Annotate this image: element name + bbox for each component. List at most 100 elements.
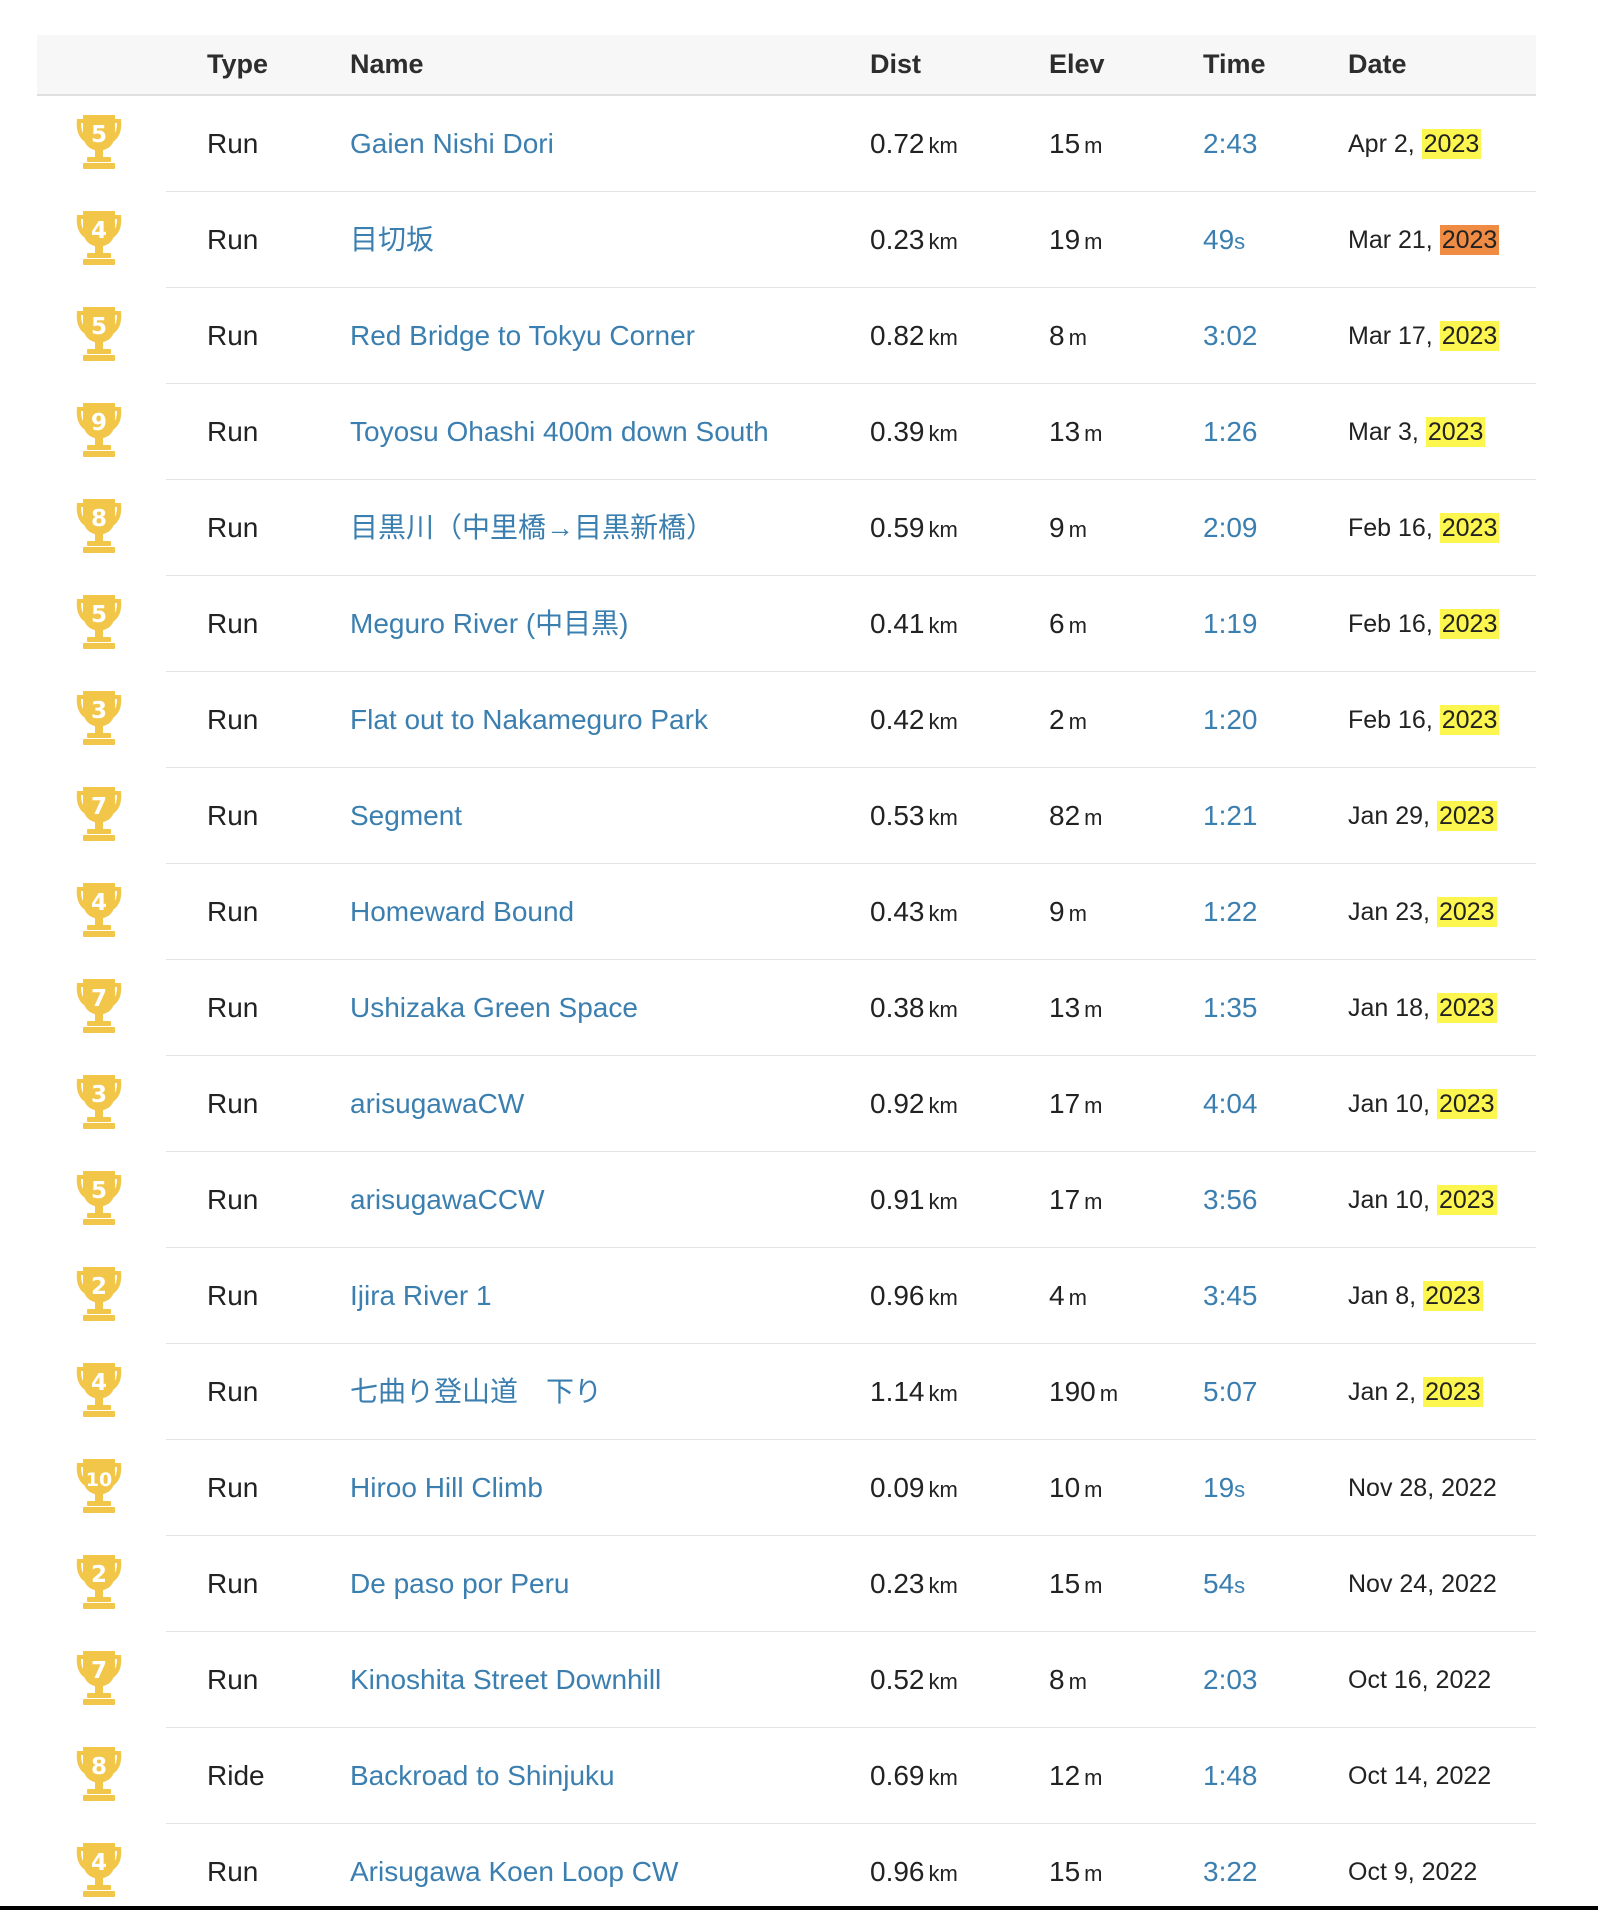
segment-name-link[interactable]: Homeward Bound	[350, 896, 575, 927]
time-link[interactable]: 3:22	[1203, 1824, 1258, 1910]
segments-table: Type Name Dist Elev Time Date 5 Run Gaien …	[37, 35, 1536, 1910]
distance-value: 0.69	[870, 1760, 925, 1791]
distance-unit: km	[928, 901, 958, 926]
elevation-value: 17	[1049, 1088, 1081, 1119]
cell-type: Run	[207, 608, 259, 639]
segment-name-link[interactable]: 目切坂	[350, 224, 435, 255]
cell-type: Run	[207, 1088, 259, 1119]
segment-name-link[interactable]: Arisugawa Koen Loop CW	[350, 1856, 679, 1887]
header-name[interactable]: Name	[350, 49, 424, 79]
segment-name-link[interactable]: 目黒川（中里橋→目黒新橋）	[350, 512, 715, 543]
trophy-icon: 5	[71, 305, 127, 363]
cell-distance: 1.14 km	[870, 1344, 958, 1440]
table-row: 5 Run Gaien Nishi Dori 0.72 km 15 m 2:43 Apr 2, …	[37, 96, 1536, 192]
elevation-unit: m	[1084, 1573, 1103, 1598]
segment-name-link[interactable]: Backroad to Shinjuku	[350, 1760, 615, 1791]
time-link[interactable]: 5:07	[1203, 1344, 1258, 1440]
cell-elevation: 15 m	[1049, 1824, 1102, 1910]
segment-name-link[interactable]: arisugawaCCW	[350, 1184, 545, 1215]
time-link[interactable]: 1:20	[1203, 672, 1258, 768]
header-time[interactable]: Time	[1203, 49, 1266, 79]
cell-date: Oct 14, 2022	[1348, 1728, 1491, 1824]
header-date[interactable]: Date	[1348, 49, 1407, 79]
trophy-icon: 5	[71, 113, 127, 171]
segment-name-link[interactable]: Ushizaka Green Space	[350, 992, 638, 1023]
time-link[interactable]: 1:19	[1203, 576, 1258, 672]
cell-elevation: 17 m	[1049, 1152, 1102, 1248]
segment-name-link[interactable]: 七曲り登山道 下り	[350, 1376, 603, 1407]
table-row: 9 Run Toyosu Ohashi 400m down South 0.39 km 1…	[37, 384, 1536, 480]
segment-name-link[interactable]: Red Bridge to Tokyu Corner	[350, 320, 695, 351]
time-link[interactable]: 54s	[1203, 1536, 1245, 1632]
header-type[interactable]: Type	[207, 49, 269, 79]
time-link[interactable]: 1:48	[1203, 1728, 1258, 1824]
time-link[interactable]: 3:02	[1203, 288, 1258, 384]
segment-name-link[interactable]: arisugawaCW	[350, 1088, 525, 1119]
segment-name-link[interactable]: Toyosu Ohashi 400m down South	[350, 416, 769, 447]
trophy-rank: 8	[91, 1754, 107, 1780]
time-link[interactable]: 1:21	[1203, 768, 1258, 864]
distance-unit: km	[928, 133, 958, 158]
cell-type: Ride	[207, 1760, 265, 1791]
cell-distance: 0.43 km	[870, 864, 958, 960]
time-link[interactable]: 2:43	[1203, 96, 1258, 192]
trophy-icon: 3	[71, 689, 127, 747]
header-dist[interactable]: Dist	[870, 49, 922, 79]
trophy-rank: 10	[86, 1469, 112, 1491]
distance-value: 0.72	[870, 128, 925, 159]
time-value: 3:45	[1203, 1280, 1258, 1311]
date-month-day: Feb 16,	[1348, 610, 1433, 638]
cell-date: Jan 23, 2023	[1348, 864, 1497, 960]
time-link[interactable]: 2:09	[1203, 480, 1258, 576]
date-year: 2023	[1436, 897, 1497, 927]
time-value: 1:19	[1203, 608, 1258, 639]
time-link[interactable]: 19s	[1203, 1440, 1245, 1536]
table-row: 2 Run Ijira River 1 0.96 km 4 m 3:45 Jan 8, 2023	[37, 1248, 1536, 1344]
distance-unit: km	[928, 229, 958, 254]
segment-name-link[interactable]: De paso por Peru	[350, 1568, 570, 1599]
trophy-icon: 3	[71, 1073, 127, 1131]
time-link[interactable]: 3:56	[1203, 1152, 1258, 1248]
segment-name-link[interactable]: Ijira River 1	[350, 1280, 492, 1311]
trophy-icon: 2	[71, 1265, 127, 1323]
time-value: 2:03	[1203, 1664, 1258, 1695]
time-link[interactable]: 1:26	[1203, 384, 1258, 480]
date-year: 2023	[1439, 225, 1500, 255]
segment-name-link[interactable]: Kinoshita Street Downhill	[350, 1664, 662, 1695]
time-link[interactable]: 2:03	[1203, 1632, 1258, 1728]
trophy-icon: 8	[71, 497, 127, 555]
header-elev[interactable]: Elev	[1049, 49, 1105, 79]
date-month-day: Nov 24,	[1348, 1570, 1435, 1598]
cell-date: Oct 16, 2022	[1348, 1632, 1491, 1728]
distance-value: 0.53	[870, 800, 925, 831]
segment-name-link[interactable]: Gaien Nishi Dori	[350, 128, 554, 159]
trophy-rank: 5	[91, 314, 107, 340]
time-link[interactable]: 4:04	[1203, 1056, 1258, 1152]
segment-name-link[interactable]: Segment	[350, 800, 463, 831]
table-row: 10 Run Hiroo Hill Climb 0.09 km 10 m 19s Nov 28,…	[37, 1440, 1536, 1536]
date-year: 2022	[1435, 1762, 1492, 1790]
table-row: 2 Run De paso por Peru 0.23 km 15 m 54s Nov 24, …	[37, 1536, 1536, 1632]
time-link[interactable]: 49s	[1203, 192, 1245, 288]
cell-distance: 0.52 km	[870, 1632, 958, 1728]
cell-date: Mar 21, 2023	[1348, 192, 1500, 288]
date-month-day: Oct 9,	[1348, 1858, 1415, 1886]
segment-name-link[interactable]: Meguro River (中目黒)	[350, 608, 629, 639]
date-year: 2023	[1425, 417, 1486, 447]
distance-unit: km	[928, 517, 958, 542]
time-link[interactable]: 3:45	[1203, 1248, 1258, 1344]
date-month-day: Mar 21,	[1348, 226, 1433, 254]
distance-value: 0.23	[870, 1568, 925, 1599]
table-row: 7 Run Ushizaka Green Space 0.38 km 13 m 1:35 Jan…	[37, 960, 1536, 1056]
elevation-value: 19	[1049, 224, 1081, 255]
distance-unit: km	[928, 1669, 958, 1694]
trophy-icon: 8	[71, 1745, 127, 1803]
trophy-icon: 4	[71, 1841, 127, 1899]
segment-name-link[interactable]: Flat out to Nakameguro Park	[350, 704, 708, 735]
segment-name-link[interactable]: Hiroo Hill Climb	[350, 1472, 543, 1503]
time-link[interactable]: 1:22	[1203, 864, 1258, 960]
time-link[interactable]: 1:35	[1203, 960, 1258, 1056]
